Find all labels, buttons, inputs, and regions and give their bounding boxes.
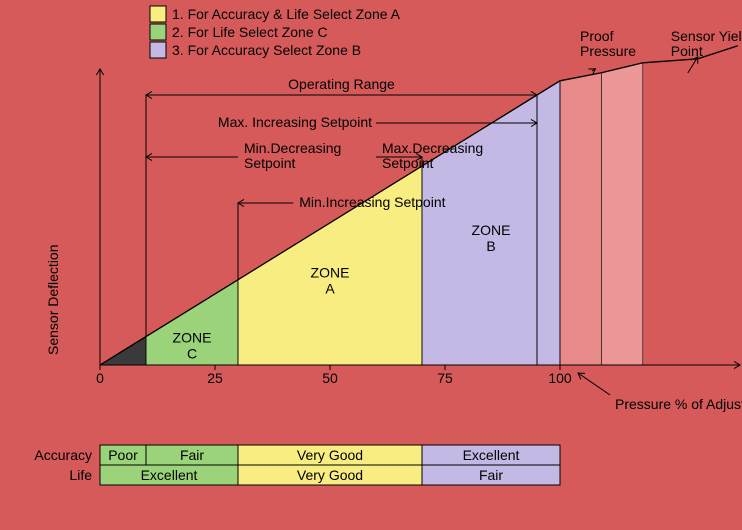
zone-proof (560, 73, 601, 365)
svg-text:Very Good: Very Good (297, 467, 363, 483)
legend-swatch (150, 42, 166, 58)
svg-text:0: 0 (96, 370, 104, 386)
legend-swatch (150, 24, 166, 40)
svg-text:Excellent: Excellent (463, 447, 520, 463)
svg-text:1. For Accuracy & Life Select: 1. For Accuracy & Life Select Zone A (172, 6, 401, 22)
svg-text:3. For Accuracy Select Zone B: 3. For Accuracy Select Zone B (172, 42, 361, 58)
legend-swatch (150, 6, 166, 22)
svg-text:Life: Life (69, 467, 92, 483)
svg-text:50: 50 (322, 370, 338, 386)
svg-text:Min.Increasing Setpoint: Min.Increasing Setpoint (299, 194, 445, 210)
diagram-root: 0 25 50 75 100 Sensor Deflection Pressure % of… (0, 0, 742, 530)
svg-text:Very Good: Very Good (297, 447, 363, 463)
svg-text:Poor: Poor (108, 447, 138, 463)
svg-text:75: 75 (437, 370, 453, 386)
zone-yield (601, 63, 642, 365)
svg-text:Accuracy: Accuracy (34, 447, 92, 463)
svg-text:Sensor Deflection: Sensor Deflection (45, 244, 61, 355)
svg-text:Fair: Fair (180, 447, 204, 463)
svg-text:Operating Range: Operating Range (288, 76, 395, 92)
svg-text:25: 25 (207, 370, 223, 386)
svg-text:Max. Increasing Setpoint: Max. Increasing Setpoint (218, 114, 372, 130)
svg-text:Fair: Fair (479, 467, 503, 483)
svg-text:Excellent: Excellent (141, 467, 198, 483)
svg-text:100: 100 (548, 370, 572, 386)
diagram-svg: 0 25 50 75 100 Sensor Deflection Pressure % of… (0, 0, 742, 530)
svg-text:2. For Life Select Zone C: 2. For Life Select Zone C (172, 24, 328, 40)
svg-text:Pressure % of Adjustable Range: Pressure % of Adjustable Range (615, 396, 742, 412)
